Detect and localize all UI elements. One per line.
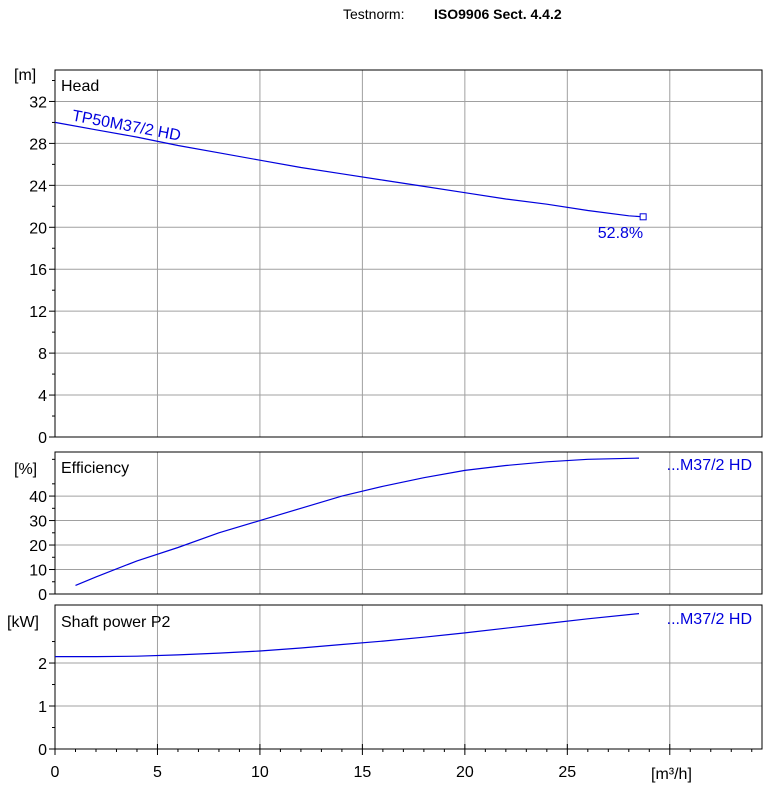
shaft-power-y-tick-label: 2	[38, 656, 47, 673]
head-y-tick-label: 24	[29, 178, 47, 195]
head-grid	[55, 70, 762, 437]
efficiency-y-tick-label: 40	[29, 489, 47, 506]
efficiency-grid	[55, 452, 762, 594]
shaft-power-y-tick-label: 0	[38, 742, 47, 759]
head-y-tick-label: 16	[29, 262, 47, 279]
head-y-ticks: 0 4 8 12 16 20 24 28 32	[29, 79, 55, 447]
shaft-power-series-label: ...M37/2 HD	[667, 611, 752, 628]
shaft-power-panel: 0 1 2 0 5 10 15 20 25 [kW] Shaft power P2 ...M3…	[7, 604, 763, 783]
head-y-tick-label: 28	[29, 136, 47, 153]
head-y-tick-label: 12	[29, 304, 47, 321]
test-norm-header: Testnorm: ISO9906 Sect. 4.4.2	[0, 6, 766, 26]
x-axis-unit: [m³/h]	[651, 766, 692, 783]
efficiency-curve	[75, 457, 640, 586]
shaft-power-y-tick-label: 1	[38, 699, 47, 716]
head-y-unit: [m]	[14, 67, 36, 84]
efficiency-y-tick-label: 20	[29, 538, 47, 555]
shaft-power-y-ticks: 0 1 2	[38, 641, 55, 759]
shaft-power-curve	[55, 613, 640, 658]
efficiency-y-tick-label: 0	[38, 587, 47, 604]
head-curve	[54, 121, 644, 218]
head-y-tick-label: 0	[38, 430, 47, 447]
x-tick-label: 20	[456, 764, 474, 781]
efficiency-panel-title: Efficiency	[61, 460, 129, 477]
head-y-tick-label: 4	[38, 388, 47, 405]
head-y-tick-label: 32	[29, 94, 47, 111]
head-y-tick-label: 20	[29, 220, 47, 237]
x-tick-label: 10	[251, 764, 269, 781]
efficiency-y-ticks: 0 10 20 30 40	[29, 458, 55, 604]
efficiency-y-tick-label: 10	[29, 563, 47, 580]
x-tick-label: 0	[51, 764, 60, 781]
efficiency-frame	[54, 451, 763, 595]
head-endpoint-marker	[639, 213, 647, 221]
head-efficiency-annotation: 52.8%	[598, 225, 643, 242]
head-panel: 0 4 8 12 16 20 24 28 32 [m] Head TP50M37/2 HD 52…	[14, 67, 763, 447]
head-y-tick-label: 8	[38, 346, 47, 363]
x-tick-label: 25	[558, 764, 576, 781]
flow-x-ticks: 0 5 10 15 20 25	[51, 744, 753, 781]
head-series-label: TP50M37/2 HD	[71, 108, 183, 145]
testnorm-label: Testnorm:	[343, 6, 405, 22]
x-tick-label: 5	[153, 764, 162, 781]
head-frame	[54, 69, 763, 438]
efficiency-panel: 0 10 20 30 40 [%] Efficiency ...M37/2 HD	[14, 451, 763, 604]
shaft-power-panel-title: Shaft power P2	[61, 614, 171, 631]
efficiency-y-tick-label: 30	[29, 514, 47, 531]
testnorm-value: ISO9906 Sect. 4.4.2	[434, 6, 562, 22]
efficiency-series-label: ...M37/2 HD	[667, 457, 752, 474]
shaft-power-frame	[54, 604, 763, 750]
shaft-power-grid	[55, 605, 762, 749]
shaft-power-y-unit: [kW]	[7, 614, 39, 631]
efficiency-y-unit: [%]	[14, 461, 37, 478]
x-tick-label: 15	[353, 764, 371, 781]
head-panel-title: Head	[61, 78, 99, 95]
